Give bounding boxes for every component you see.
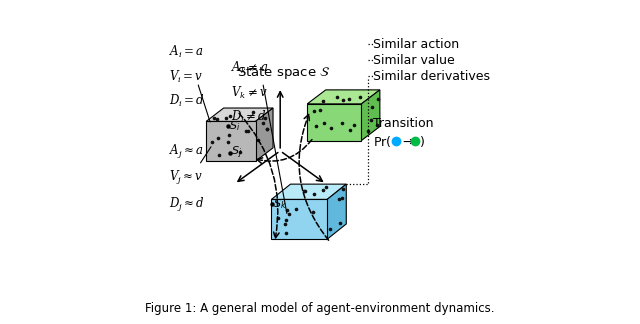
Text: State space $\mathcal{S}$: State space $\mathcal{S}$ [237, 65, 330, 81]
Polygon shape [255, 108, 273, 161]
Text: Figure 1: A general model of agent-environment dynamics.: Figure 1: A general model of agent-envir… [145, 302, 495, 315]
Text: $A_k \neq a$
$V_k \neq v$
$D_i \neq d$: $A_k \neq a$ $V_k \neq v$ $D_i \neq d$ [231, 60, 268, 125]
Text: Similar derivatives: Similar derivatives [372, 70, 490, 83]
Text: $S_i$: $S_i$ [229, 119, 241, 133]
Text: $\rightarrow$: $\rightarrow$ [400, 135, 415, 148]
Polygon shape [271, 184, 346, 199]
Polygon shape [307, 104, 362, 141]
Polygon shape [327, 184, 346, 239]
Polygon shape [206, 122, 255, 161]
Text: Similar action: Similar action [372, 38, 459, 51]
Text: Transition: Transition [372, 117, 433, 130]
Text: $A_j \approx a$
$V_j \approx v$
$D_j \approx d$: $A_j \approx a$ $V_j \approx v$ $D_j \ap… [169, 143, 205, 214]
Text: $\mathrm{Pr}($: $\mathrm{Pr}($ [372, 134, 391, 149]
Text: $S_k$: $S_k$ [273, 197, 287, 211]
Text: $A_i = a$
$V_i = v$
$D_i = d$: $A_i = a$ $V_i = v$ $D_i = d$ [169, 44, 205, 109]
Polygon shape [271, 199, 327, 239]
Polygon shape [362, 90, 380, 141]
Text: Similar value: Similar value [372, 53, 454, 67]
Text: $S_j$: $S_j$ [231, 145, 242, 161]
Text: $)$: $)$ [419, 134, 425, 149]
Polygon shape [307, 90, 380, 104]
Polygon shape [206, 108, 273, 122]
